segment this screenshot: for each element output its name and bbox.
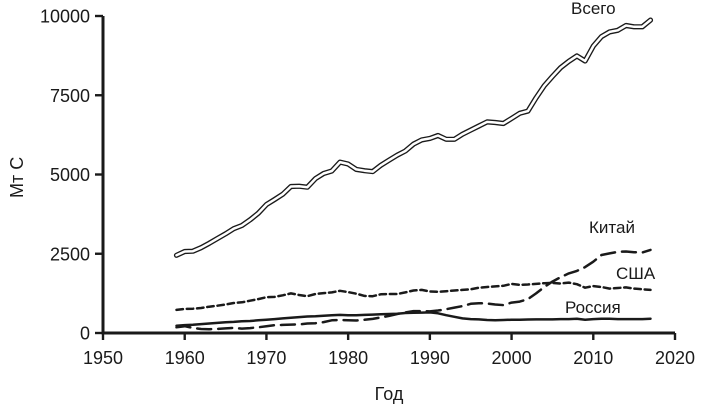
axis-frame	[101, 16, 675, 335]
x-tick-label: 1950	[83, 348, 123, 368]
series-label-russia: Россия	[565, 298, 621, 317]
x-axis-title: Год	[374, 384, 404, 404]
y-tick-label: 10000	[40, 7, 90, 27]
series-russia-line	[175, 311, 652, 327]
x-tick-label: 1970	[246, 348, 286, 368]
x-tick-label: 1980	[328, 348, 368, 368]
y-tick-label: 2500	[50, 244, 90, 264]
x-tick-label: 1960	[165, 348, 205, 368]
y-tick-label: 7500	[50, 86, 90, 106]
x-tick-label: 2020	[655, 348, 695, 368]
x-tick-label: 2010	[573, 348, 613, 368]
series-label-china: Китай	[589, 218, 635, 237]
y-axis-title: Мт С	[7, 156, 27, 198]
series-total-line-inner	[175, 18, 652, 257]
y-tick-label: 0	[80, 324, 90, 344]
series-china-line	[175, 248, 652, 331]
x-tick-label: 1990	[410, 348, 450, 368]
series-label-usa: США	[616, 264, 656, 283]
series-usa-line	[175, 281, 652, 312]
x-tick-label: 2000	[492, 348, 532, 368]
y-tick-label: 5000	[50, 165, 90, 185]
series-label-total: Всего	[571, 0, 616, 18]
